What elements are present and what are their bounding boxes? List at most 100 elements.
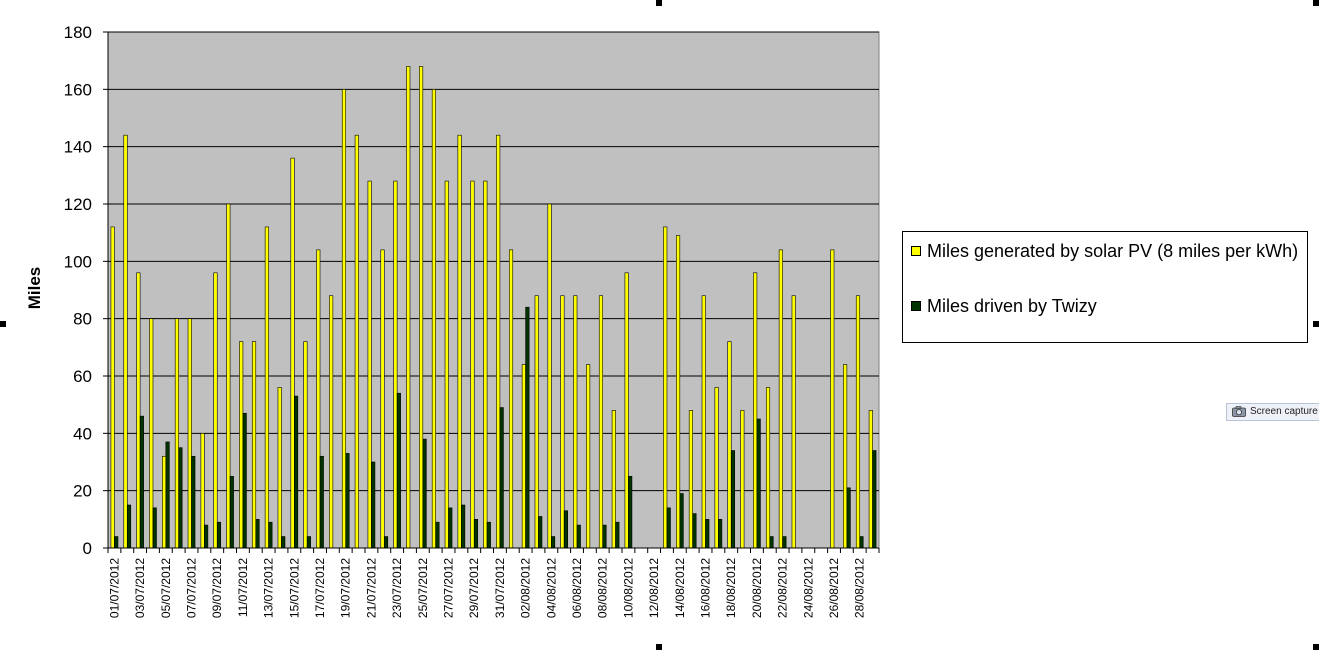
bar-solar-10/07/2012 [226, 203, 231, 549]
x-tick-label: 06/08/2012 [570, 558, 584, 618]
bar-solar-15/07/2012 [290, 157, 295, 549]
y-tick-labels: 0 20 40 60 80 100 120 140 160 180 [64, 23, 92, 558]
bar-solar-04/07/2012 [149, 318, 154, 549]
selection-handle[interactable] [656, 0, 662, 6]
x-tick-label: 20/08/2012 [750, 558, 764, 618]
bar-solar-29/08/2012 [868, 410, 873, 549]
bar-twizy-17/07/2012 [319, 455, 324, 549]
y-tick-label: 20 [73, 482, 92, 501]
selection-handle[interactable] [656, 644, 662, 650]
bar-twizy-16/07/2012 [306, 536, 311, 549]
bar-solar-01/07/2012 [110, 226, 115, 549]
bar-twizy-03/08/2012 [538, 516, 543, 549]
x-tick-label: 13/07/2012 [262, 558, 276, 618]
x-tick-label: 05/07/2012 [159, 558, 173, 618]
bar-twizy-09/08/2012 [615, 521, 620, 549]
bar-twizy-21/07/2012 [371, 461, 376, 549]
bar-twizy-12/07/2012 [255, 519, 260, 549]
screen-capture-button[interactable]: Screen capture [1226, 403, 1319, 421]
bar-twizy-21/08/2012 [769, 536, 774, 549]
x-tick-label: 14/08/2012 [673, 558, 687, 618]
x-tick-label: 07/07/2012 [185, 558, 199, 618]
y-tick-label: 100 [64, 252, 92, 271]
camera-icon [1232, 406, 1246, 417]
y-tick-label: 40 [73, 424, 92, 443]
selection-handle[interactable] [0, 321, 6, 327]
bar-solar-09/07/2012 [213, 272, 218, 549]
bar-solar-26/08/2012 [830, 249, 835, 549]
bar-solar-02/08/2012 [521, 364, 526, 549]
x-tick-label: 31/07/2012 [493, 558, 507, 618]
x-tick-label: 27/07/2012 [442, 558, 456, 618]
x-tick-label: 19/07/2012 [339, 558, 353, 618]
bar-solar-01/08/2012 [508, 249, 514, 549]
bar-twizy-26/07/2012 [435, 521, 440, 549]
bar-solar-09/08/2012 [611, 410, 616, 549]
bar-solar-19/08/2012 [740, 410, 745, 549]
bar-twizy-22/08/2012 [782, 536, 787, 549]
legend-label-twizy: Miles driven by Twizy [927, 296, 1097, 316]
bar-solar-18/07/2012 [329, 295, 334, 549]
x-tick-label: 11/07/2012 [236, 558, 250, 617]
x-tick-label: 26/08/2012 [827, 558, 841, 618]
bar-twizy-06/07/2012 [178, 447, 183, 549]
bar-solar-18/08/2012 [727, 341, 732, 549]
selection-handle[interactable] [1313, 0, 1319, 6]
legend-swatch-twizy [911, 301, 921, 311]
bar-solar-26/07/2012 [431, 89, 436, 549]
x-tick-label: 18/08/2012 [724, 558, 738, 618]
bar-twizy-17/08/2012 [718, 519, 723, 549]
bar-twizy-31/07/2012 [499, 407, 504, 549]
bar-twizy-05/07/2012 [165, 441, 170, 549]
bar-twizy-28/07/2012 [461, 504, 466, 549]
x-tick-label: 01/07/2012 [107, 558, 121, 618]
bar-solar-07/07/2012 [187, 318, 192, 549]
legend-entry-twizy: Miles driven by Twizy [911, 295, 1307, 318]
bar-solar-14/07/2012 [277, 387, 282, 549]
bar-solar-06/07/2012 [174, 318, 179, 549]
bars [110, 66, 877, 549]
bar-solar-27/07/2012 [444, 180, 449, 549]
x-tick-labels: 01/07/2012 03/07/2012 05/07/2012 07/07/2012… [107, 558, 866, 618]
bar-solar-30/07/2012 [483, 180, 488, 549]
legend: Miles generated by solar PV (8 miles per… [902, 231, 1308, 343]
bar-twizy-14/08/2012 [679, 493, 684, 549]
bar-twizy-08/08/2012 [602, 524, 607, 549]
legend-label-solar: Miles generated by solar PV (8 miles per… [927, 241, 1299, 261]
bar-solar-05/07/2012 [162, 455, 167, 549]
selection-handle[interactable] [1313, 644, 1319, 650]
bar-twizy-15/07/2012 [294, 395, 299, 549]
bar-solar-20/08/2012 [753, 272, 758, 549]
x-tick-label: 24/08/2012 [801, 558, 815, 618]
screen-capture-label: Screen capture [1250, 406, 1318, 417]
bar-solar-31/07/2012 [496, 134, 501, 549]
bar-solar-14/08/2012 [676, 235, 681, 549]
x-tick-label: 29/07/2012 [467, 558, 481, 618]
bar-solar-28/07/2012 [457, 134, 462, 549]
bar-solar-07/08/2012 [586, 364, 591, 549]
axes [103, 31, 880, 553]
bar-solar-29/07/2012 [470, 180, 475, 549]
bar-solar-20/07/2012 [354, 134, 359, 549]
bar-solar-22/07/2012 [380, 249, 385, 549]
bar-solar-13/08/2012 [663, 226, 668, 549]
selection-handle[interactable] [1313, 321, 1319, 327]
bar-twizy-23/07/2012 [396, 392, 401, 549]
bar-solar-16/08/2012 [701, 295, 706, 549]
x-tick-label: 28/08/2012 [853, 558, 867, 618]
y-tick-label: 180 [64, 23, 92, 42]
x-tick-label: 15/07/2012 [287, 558, 301, 618]
x-tick-label: 04/08/2012 [544, 558, 558, 618]
bar-twizy-10/08/2012 [628, 476, 633, 549]
x-tick-label: 08/08/2012 [596, 558, 610, 618]
bar-twizy-29/07/2012 [473, 519, 479, 549]
x-tick-label: 23/07/2012 [390, 558, 404, 618]
x-tick-label: 21/07/2012 [364, 558, 378, 618]
x-tick-label: 03/07/2012 [133, 558, 147, 618]
x-tick-label: 16/08/2012 [699, 558, 713, 618]
legend-swatch-solar [911, 246, 921, 256]
bar-twizy-02/07/2012 [126, 504, 132, 549]
bar-solar-06/08/2012 [573, 295, 578, 549]
bar-twizy-08/07/2012 [204, 524, 209, 549]
y-tick-label: 80 [73, 310, 92, 329]
